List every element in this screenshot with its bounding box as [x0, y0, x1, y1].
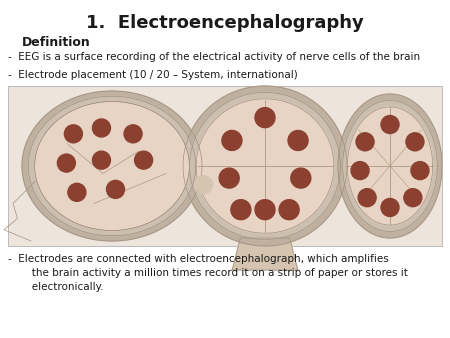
Text: 1.  Electroencephalography: 1. Electroencephalography	[86, 14, 364, 32]
Circle shape	[64, 125, 82, 143]
Circle shape	[406, 133, 424, 151]
Circle shape	[222, 130, 242, 150]
Polygon shape	[338, 94, 442, 238]
Polygon shape	[189, 92, 341, 240]
Polygon shape	[28, 96, 196, 236]
Text: -  Electrodes are connected with electroencephalograph, which amplifies: - Electrodes are connected with electroe…	[8, 254, 389, 264]
Circle shape	[107, 180, 125, 198]
Circle shape	[255, 200, 275, 220]
Text: -  EEG is a surface recording of the electrical activity of nerve cells of the b: - EEG is a surface recording of the elec…	[8, 52, 420, 62]
Text: Definition: Definition	[22, 36, 91, 49]
Polygon shape	[343, 100, 437, 232]
Circle shape	[288, 130, 308, 150]
Polygon shape	[22, 91, 202, 241]
Circle shape	[124, 125, 142, 143]
Circle shape	[92, 151, 110, 169]
Circle shape	[404, 189, 422, 207]
Polygon shape	[347, 107, 432, 225]
Circle shape	[255, 107, 275, 128]
Circle shape	[68, 183, 86, 201]
Circle shape	[358, 189, 376, 207]
Circle shape	[381, 116, 399, 134]
Circle shape	[92, 119, 110, 137]
Polygon shape	[196, 99, 334, 233]
FancyBboxPatch shape	[8, 86, 442, 246]
Text: -  Electrode placement (10 / 20 – System, international): - Electrode placement (10 / 20 – System,…	[8, 70, 298, 80]
Circle shape	[291, 168, 311, 188]
Circle shape	[279, 200, 299, 220]
Circle shape	[356, 133, 374, 151]
Text: electronically.: electronically.	[22, 282, 104, 292]
Polygon shape	[183, 86, 347, 246]
Circle shape	[135, 151, 153, 169]
Polygon shape	[35, 101, 189, 231]
Polygon shape	[232, 238, 298, 270]
Circle shape	[219, 168, 239, 188]
Circle shape	[57, 154, 75, 172]
Text: the brain activity a million times record it on a strip of paper or stores it: the brain activity a million times recor…	[22, 268, 408, 278]
Circle shape	[194, 176, 212, 194]
Circle shape	[381, 198, 399, 216]
Circle shape	[351, 162, 369, 179]
Circle shape	[231, 200, 251, 220]
Circle shape	[411, 162, 429, 179]
